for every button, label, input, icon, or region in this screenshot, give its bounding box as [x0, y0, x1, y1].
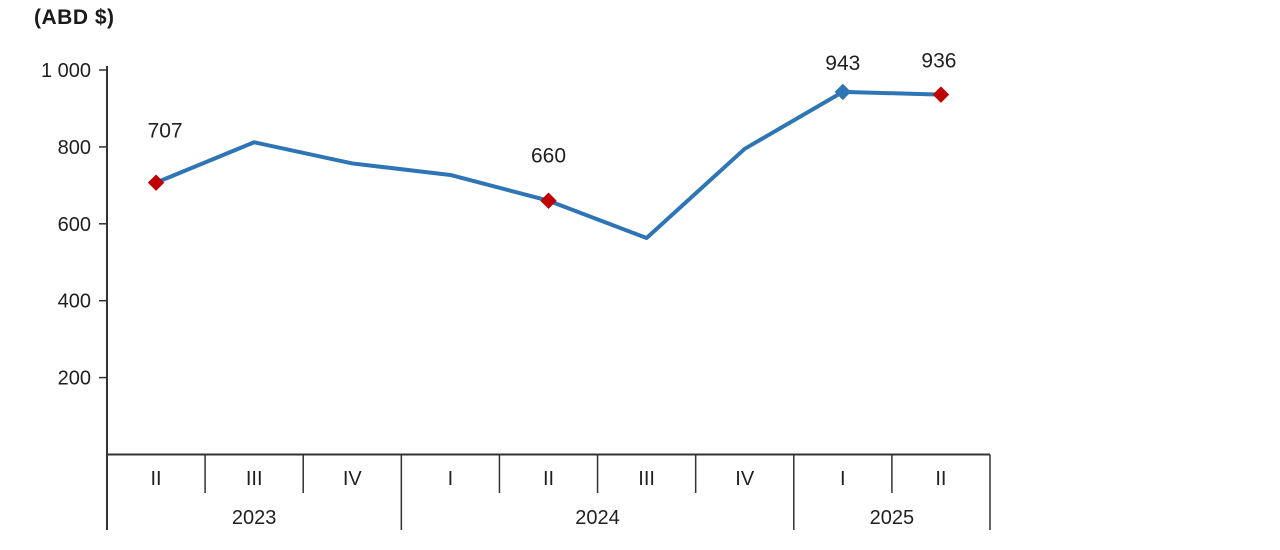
x-axis-quarter-label: II — [150, 468, 161, 490]
y-axis-tick-label: 800 — [58, 137, 91, 159]
x-axis-quarter-label: I — [840, 468, 846, 490]
data-point-label: 660 — [531, 145, 566, 168]
x-axis-quarter-label: IV — [343, 468, 363, 490]
data-point-label: 936 — [921, 50, 956, 73]
x-axis-quarter-label: I — [448, 468, 454, 490]
y-axis-tick-label: 1 000 — [41, 60, 91, 82]
data-point-marker — [540, 192, 557, 209]
x-axis-year-label: 2023 — [232, 507, 277, 529]
y-axis-tick-label: 400 — [58, 291, 91, 313]
y-axis-tick-label: 200 — [58, 368, 91, 390]
x-axis-year-label: 2025 — [870, 507, 915, 529]
data-point-label: 943 — [825, 52, 860, 75]
chart-title: (ABD $) — [34, 6, 115, 29]
data-point-marker — [834, 83, 852, 101]
x-axis-quarter-label: III — [638, 468, 655, 490]
data-point-label: 707 — [148, 120, 183, 143]
x-axis-quarter-label: IV — [735, 468, 755, 490]
y-axis-tick-label: 600 — [58, 214, 91, 236]
data-point-marker — [932, 86, 950, 103]
x-axis-year-label: 2024 — [575, 507, 620, 529]
x-axis-quarter-label: II — [935, 468, 946, 490]
x-axis-quarter-label: II — [543, 468, 554, 490]
x-axis-quarter-label: III — [246, 468, 263, 490]
data-point-marker — [147, 174, 165, 191]
